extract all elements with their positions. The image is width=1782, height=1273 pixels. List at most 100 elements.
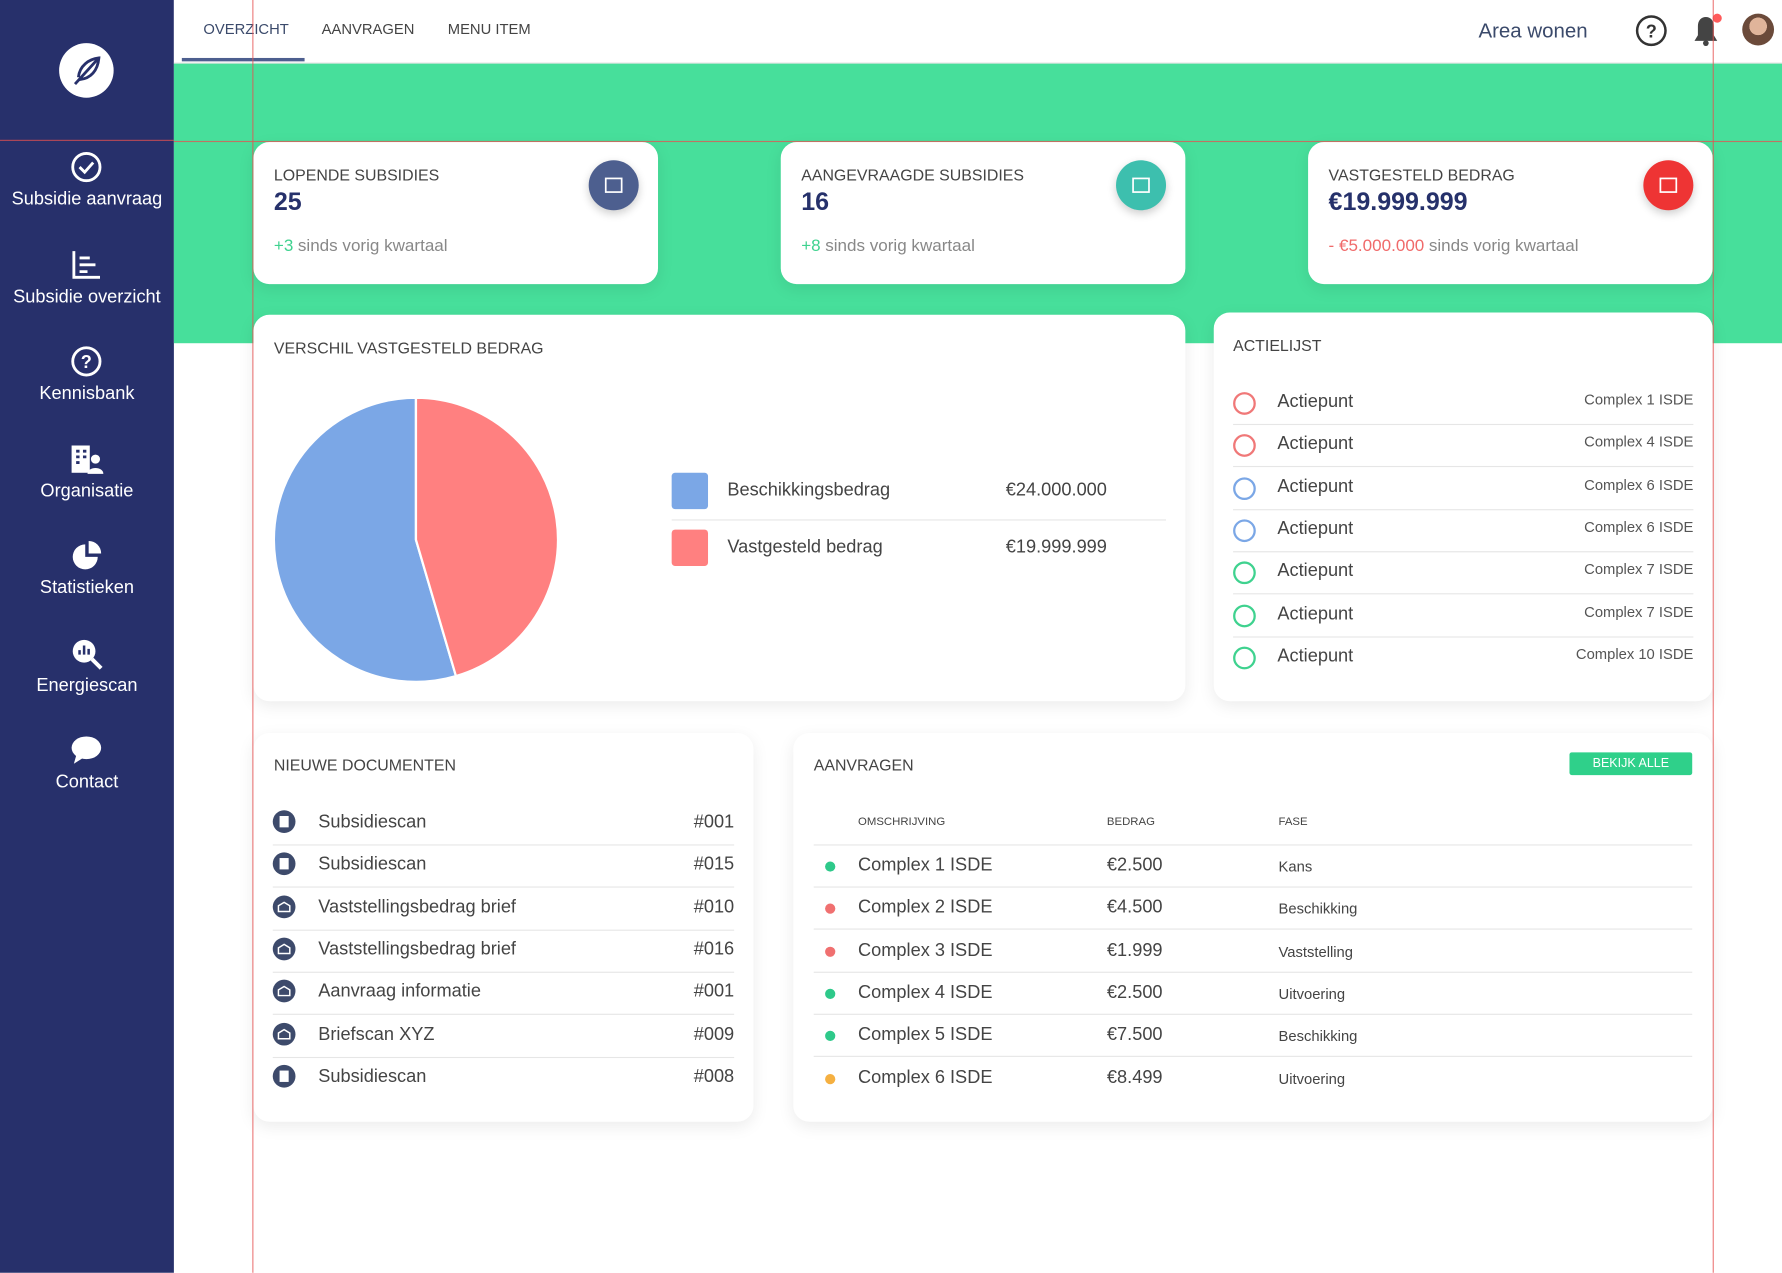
document-item[interactable]: Vaststellingsbedrag brief #016 <box>272 937 734 969</box>
nav-item[interactable]: Energiescan <box>0 636 174 716</box>
action-separator <box>1233 635 1694 637</box>
action-status <box>1233 392 1256 415</box>
nav-label: Contact <box>55 772 119 793</box>
nav-item[interactable]: Contact <box>0 733 174 813</box>
document-separator <box>272 929 735 931</box>
nav-label: Organisatie <box>40 481 134 501</box>
bell-icon[interactable] <box>1688 11 1724 47</box>
nav-label: Subsidie aanvraag <box>11 189 163 210</box>
request-bedrag: €4.500 <box>1106 898 1163 918</box>
view-all-button[interactable]: BEKIJK ALLE <box>1569 752 1693 776</box>
pie-slice <box>272 396 458 684</box>
nav-tab[interactable]: MENU ITEM <box>447 20 531 38</box>
request-bedrag: €1.999 <box>1106 940 1163 960</box>
action-item[interactable]: Actiepunt Complex 10 ISDE <box>1233 644 1693 676</box>
request-omschrijving: Complex 2 ISDE <box>858 898 993 918</box>
request-fase: Uitvoering <box>1278 985 1346 1003</box>
document-name: Aanvraag informatie <box>318 982 481 1002</box>
row-separator <box>813 971 1693 973</box>
nav-tab[interactable]: AANVRAGEN <box>321 20 415 38</box>
document-item[interactable]: Vaststellingsbedrag brief #010 <box>272 895 735 927</box>
document-icon <box>272 1064 296 1088</box>
row-separator <box>813 1013 1693 1015</box>
request-fase: Kans <box>1278 858 1313 876</box>
document-item[interactable]: Subsidiescan #001 <box>272 810 734 842</box>
action-item[interactable]: Actiepunt Complex 7 ISDE <box>1233 559 1693 591</box>
pie-chart <box>272 396 560 684</box>
document-name: Briefscan XYZ <box>318 1024 435 1044</box>
document-id: #010 <box>693 897 735 917</box>
request-row[interactable]: Complex 5 ISDE €7.500 Beschikking <box>814 1022 1692 1054</box>
stat-icon <box>588 160 639 211</box>
glyph <box>1659 177 1678 193</box>
action-detail: Complex 6 ISDE <box>1584 475 1694 493</box>
stat-change: +8 <box>801 236 821 256</box>
header-separator <box>813 844 1693 846</box>
glyph <box>277 1028 291 1039</box>
nav-label: Statistieken <box>39 578 134 598</box>
action-separator <box>1233 423 1694 426</box>
stat-title: AANGEVRAAGDE SUBSIDIES <box>801 165 1025 185</box>
nav-item[interactable]: ? Kennisbank <box>0 344 174 424</box>
action-status <box>1233 646 1256 670</box>
action-item[interactable]: Actiepunt Complex 4 ISDE <box>1233 432 1693 464</box>
nav-item[interactable]: Statistieken <box>0 539 174 619</box>
document-name: Vaststellingsbedrag brief <box>318 939 516 960</box>
document-glyph <box>277 943 291 955</box>
action-item[interactable]: Actiepunt Complex 6 ISDE <box>1233 475 1693 507</box>
nav-icon: ? <box>71 346 102 377</box>
avatar[interactable] <box>1742 13 1775 46</box>
action-item[interactable]: Actiepunt Complex 6 ISDE <box>1233 517 1693 549</box>
nav-icon <box>72 250 101 279</box>
row-separator <box>813 886 1693 888</box>
column-header: BEDRAG <box>1106 815 1155 829</box>
action-separator <box>1233 593 1694 595</box>
request-bedrag: €2.500 <box>1106 855 1163 876</box>
nav-item[interactable]: Organisatie <box>0 442 174 522</box>
document-item[interactable]: Subsidiescan #015 <box>272 852 734 885</box>
help-icon[interactable]: ? <box>1634 14 1668 48</box>
action-item[interactable]: Actiepunt Complex 1 ISDE <box>1233 390 1693 422</box>
request-row[interactable]: Complex 1 ISDE €2.500 Kans <box>814 852 1692 884</box>
stat-change-row: +3 sinds vorig kwartaal <box>274 238 448 255</box>
document-item[interactable]: Subsidiescan #008 <box>272 1064 734 1097</box>
action-label: Actiepunt <box>1277 476 1354 497</box>
document-glyph <box>277 985 291 997</box>
stat-change: +3 <box>273 236 294 256</box>
legend-swatch <box>671 472 709 510</box>
glyph <box>1132 177 1150 193</box>
document-item[interactable]: Briefscan XYZ #009 <box>272 1022 735 1054</box>
nav-icon <box>71 152 102 183</box>
request-omschrijving: Complex 3 ISDE <box>858 940 993 960</box>
nav-item[interactable]: Subsidie overzicht <box>0 247 174 327</box>
status-dot <box>825 861 836 872</box>
request-row[interactable]: Complex 3 ISDE €1.999 Vaststelling <box>814 937 1692 969</box>
nav-item[interactable]: Subsidie aanvraag <box>0 150 174 230</box>
area-name[interactable]: Area wonen <box>1478 19 1588 43</box>
stat-change-row: - €5.000.000 sinds vorig kwartaal <box>1329 238 1579 255</box>
request-row[interactable]: Complex 2 ISDE €4.500 Beschikking <box>814 895 1692 927</box>
request-row[interactable]: Complex 4 ISDE €2.500 Uitvoering <box>814 980 1692 1012</box>
action-detail: Complex 4 ISDE <box>1584 433 1694 451</box>
document-item[interactable]: Aanvraag informatie #001 <box>272 979 735 1012</box>
action-label: Actiepunt <box>1277 561 1354 581</box>
action-separator <box>1233 551 1694 553</box>
nav-tab[interactable]: OVERZICHT <box>203 20 289 38</box>
request-omschrijving: Complex 1 ISDE <box>858 855 993 876</box>
action-detail: Complex 10 ISDE <box>1575 645 1694 663</box>
request-bedrag: €7.500 <box>1106 1025 1163 1045</box>
stat-change-text: sinds vorig kwartaal <box>825 236 975 256</box>
request-row[interactable]: Complex 6 ISDE €8.499 Uitvoering <box>814 1064 1692 1096</box>
document-id: #009 <box>693 1024 735 1044</box>
pie-card: VERSCHIL VASTGESTELD BEDRAG Beschikkingsb… <box>253 314 1186 702</box>
document-separator <box>272 886 735 888</box>
request-omschrijving: Complex 4 ISDE <box>858 982 993 1003</box>
action-item[interactable]: Actiepunt Complex 7 ISDE <box>1233 602 1693 634</box>
nav-icon <box>71 736 102 764</box>
document-id: #001 <box>693 982 735 1002</box>
logo[interactable] <box>59 43 114 98</box>
glyph <box>277 943 291 955</box>
sidebar: Subsidie aanvraag Subsidie overzicht ? Kenn… <box>0 0 174 1273</box>
nav-label: Energiescan <box>36 675 138 695</box>
document-icon <box>272 895 296 918</box>
